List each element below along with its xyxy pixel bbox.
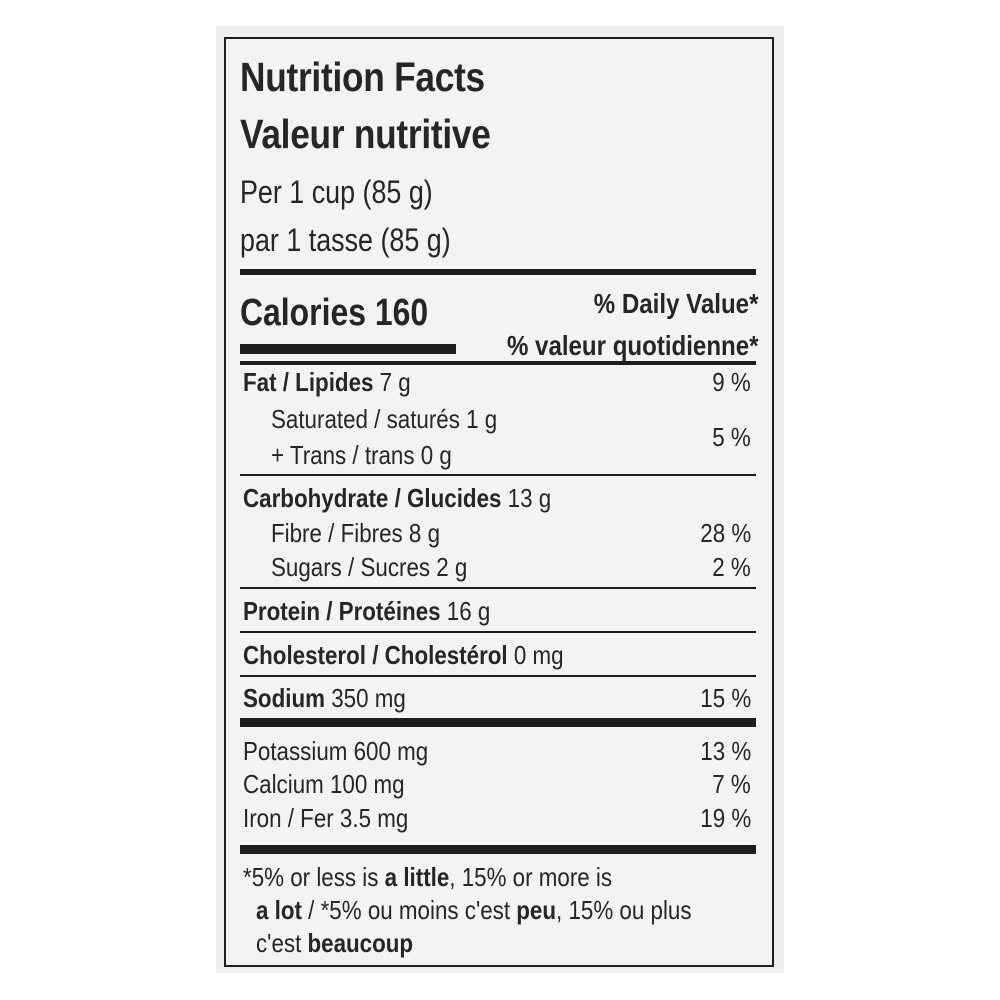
thick-rule-middle	[240, 718, 756, 727]
daily-value-header-english: % Daily Value*	[593, 288, 758, 319]
sodium-row: Sodium 350 mg	[243, 685, 406, 711]
thick-rule-top	[240, 269, 756, 275]
cholesterol-row: Cholesterol / Cholestérol 0 mg	[243, 642, 564, 668]
cholesterol-label: Cholesterol / Cholestérol	[243, 640, 508, 670]
carbohydrate-label: Carbohydrate / Glucides	[243, 483, 502, 513]
calcium-row: Calcium 100 mg	[243, 769, 405, 799]
protein-row: Protein / Protéines 16 g	[243, 598, 490, 624]
fibre-row: Fibre / Fibres 8 g	[271, 518, 441, 548]
footnote-text: , 15% ou plus	[556, 895, 692, 925]
carbohydrate-amount: 13 g	[501, 483, 552, 513]
fat-label: Fat / Lipides	[243, 367, 374, 397]
sugars-row: Sugars / Sucres 2 g	[271, 552, 468, 582]
footnote-text: , 15% or more is	[449, 862, 613, 892]
serving-size-french: par 1 tasse (85 g)	[240, 222, 451, 258]
title-french: Valeur nutritive	[240, 111, 491, 157]
serving-size-english: Per 1 cup (85 g)	[240, 174, 433, 210]
sodium-label: Sodium	[243, 683, 325, 713]
potassium-row: Potassium 600 mg	[243, 736, 429, 766]
rule-after-header	[240, 361, 756, 365]
fat-row: Fat / Lipides 7 g	[243, 369, 411, 395]
footnote-line-1: *5% or less is a little, 15% or more is	[243, 864, 612, 890]
daily-value-header-french: % valeur quotidienne*	[506, 330, 758, 361]
calories-bar	[240, 344, 456, 354]
rule-after-cholesterol	[240, 675, 756, 677]
saturated-row: Saturated / saturés 1 g	[271, 404, 498, 434]
fat-daily-value: 9 %	[712, 367, 751, 397]
footnote-text: *5% or less is	[243, 862, 385, 892]
protein-label: Protein / Protéines	[243, 596, 441, 626]
cholesterol-amount: 0 mg	[507, 640, 564, 670]
footnote-line-3: c'est beaucoup	[256, 930, 413, 956]
footnote-emphasis: a lot	[256, 895, 302, 925]
sugars-daily-value: 2 %	[712, 552, 751, 582]
rule-after-protein	[240, 631, 756, 633]
calories: Calories 160	[240, 292, 429, 334]
potassium-daily-value: 13 %	[700, 736, 751, 766]
iron-row: Iron / Fer 3.5 mg	[243, 803, 409, 833]
footnote-emphasis: peu	[516, 895, 557, 925]
thick-rule-bottom	[240, 845, 756, 854]
calcium-daily-value: 7 %	[712, 769, 751, 799]
footnote-emphasis: a little	[384, 862, 450, 892]
sodium-daily-value: 15 %	[700, 683, 751, 713]
carbohydrate-row: Carbohydrate / Glucides 13 g	[243, 485, 551, 511]
footnote-emphasis: beaucoup	[307, 928, 414, 958]
nutrition-facts-table	[224, 37, 774, 967]
title-english: Nutrition Facts	[240, 54, 485, 100]
protein-amount: 16 g	[440, 596, 491, 626]
rule-after-fat	[240, 474, 756, 476]
footnote-text: / *5% ou moins c'est	[301, 895, 517, 925]
footnote-text: c'est	[256, 928, 308, 958]
sodium-amount: 350 mg	[324, 683, 406, 713]
fat-amount: 7 g	[373, 367, 411, 397]
saturated-trans-daily-value: 5 %	[712, 422, 751, 452]
footnote-line-2: a lot / *5% ou moins c'est peu, 15% ou p…	[256, 897, 692, 923]
trans-row: + Trans / trans 0 g	[271, 440, 452, 470]
rule-after-carbohydrate	[240, 587, 756, 589]
iron-daily-value: 19 %	[700, 803, 751, 833]
fibre-daily-value: 28 %	[700, 518, 751, 548]
